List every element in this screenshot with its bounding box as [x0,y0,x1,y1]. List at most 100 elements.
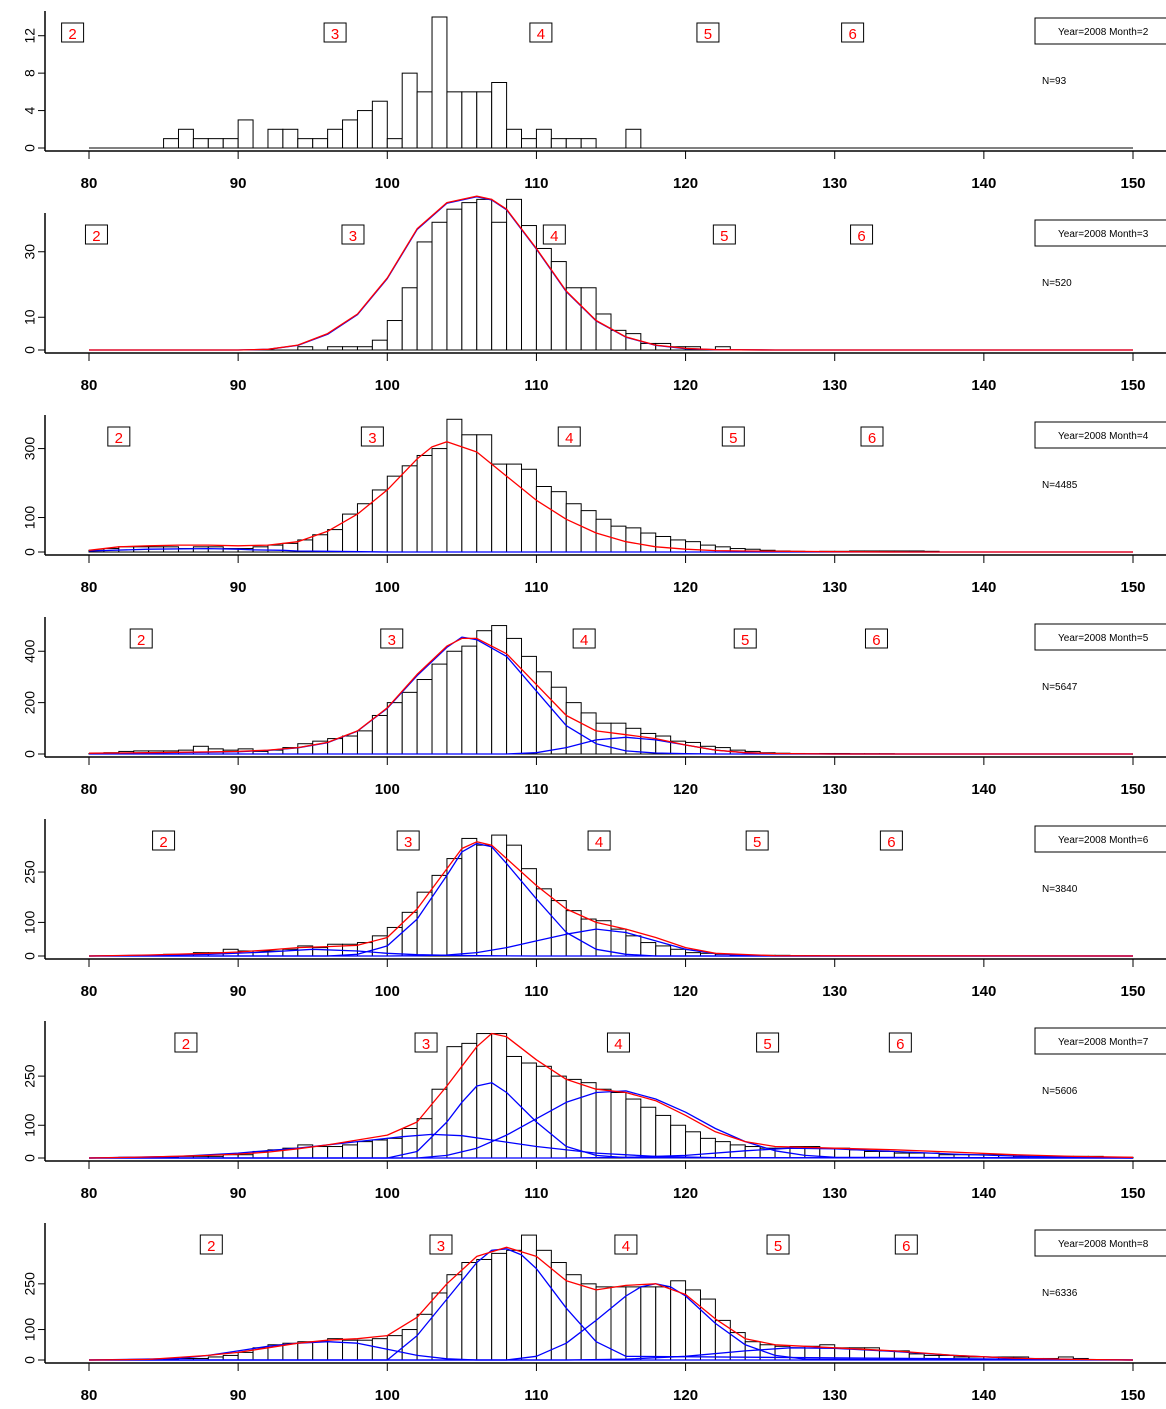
histogram-bar [461,434,478,553]
histogram-bar [565,287,582,351]
histogram-bar [580,712,597,755]
x-tick-label: 150 [1120,1387,1145,1404]
age-class-label: 6 [887,834,895,851]
histogram-bar [416,1313,433,1361]
x-tick-label: 110 [524,983,548,1000]
histogram-bar [342,513,358,553]
histogram-bar [312,138,329,149]
y-tick-label: 400 [22,639,38,663]
histogram-bar [476,91,493,149]
histogram-bar [670,1124,687,1159]
x-tick-label: 120 [673,1185,698,1202]
x-tick-label: 130 [822,781,847,798]
x-tick-label: 130 [822,1387,847,1404]
age-class-label: 2 [182,1036,190,1053]
histogram-bar [297,346,314,351]
histogram-bar [521,225,537,351]
histogram-bar [431,874,448,957]
age-class-label: 3 [404,834,412,851]
histogram-bar [431,448,448,553]
histogram-bar [327,346,344,351]
x-tick-label: 100 [375,1387,400,1404]
age-class-box [587,830,611,851]
x-tick-label: 120 [673,175,698,192]
histogram-bar [565,503,582,553]
age-class-box [341,224,365,245]
x-tick-label: 90 [230,781,247,798]
age-class-box [864,628,888,649]
age-class-label: 5 [774,1238,782,1255]
age-class-box [323,22,347,43]
histogram-bar [327,1146,344,1159]
age-class-label: 5 [720,228,728,245]
histogram-bar [565,138,582,149]
age-class-label: 3 [388,632,396,649]
histogram-bar [535,671,552,755]
total-fit-curve [88,1032,1134,1159]
histogram-bar [356,730,373,755]
histogram-bar [640,942,657,957]
histogram-bar [506,844,523,957]
histogram-bar [342,1144,358,1159]
histogram-bar [386,1335,403,1361]
histogram-bar [640,1286,657,1361]
histogram-bar [431,663,448,755]
sample-size-label: N=93 [1042,76,1067,87]
histogram-bar [625,128,642,149]
histogram-bar [625,727,642,755]
histogram-bar [491,221,508,351]
age-class-box [360,426,384,447]
sample-size-label: N=5606 [1042,1086,1078,1097]
age-class-label: 6 [902,1238,910,1255]
histogram-bar [356,503,373,553]
age-class-label: 6 [848,26,856,43]
x-tick-label: 120 [673,579,698,596]
legend-box [1034,219,1166,247]
age-class-label: 5 [741,632,749,649]
histogram-bar [670,1280,687,1361]
age-class-label: 3 [368,430,376,447]
histogram-bar [356,346,373,351]
age-class-box [152,830,176,851]
age-class-label: 5 [704,26,712,43]
histogram-bar [371,714,388,755]
x-tick-label: 110 [524,1387,548,1404]
age-class-box [879,830,903,851]
histogram-bar [699,1137,716,1159]
histogram-bar [327,128,344,149]
x-tick-label: 110 [524,579,548,596]
x-tick-label: 80 [81,983,98,1000]
histogram-bar [580,138,597,149]
sample-size-label: N=3840 [1042,884,1078,895]
y-tick-label: 250 [22,1064,38,1088]
histogram-bar [521,1062,537,1159]
x-tick-label: 110 [524,175,548,192]
histogram-bar [476,198,493,351]
histogram-bar [521,468,537,553]
histogram-bar [356,1141,373,1159]
histogram-bar [640,532,657,553]
age-class-box [841,22,865,43]
histogram-bar [446,1274,463,1361]
histogram-bar [595,1286,612,1361]
histogram-bar [491,1252,508,1361]
legend-text: Year=2008 Month=3 [1058,229,1149,240]
component-fit-curve [88,948,1133,957]
legend-text: Year=2008 Month=2 [1058,27,1149,38]
x-tick-label: 140 [971,983,996,1000]
panel-6: 0 100 250 80 90 100 110 120 130 140 150 2 3 4 5 6 Year=2… [22,1021,1166,1202]
y-tick-label: 4 [22,106,38,114]
age-class-box [745,830,769,851]
histogram-bar [371,339,388,351]
histogram-bar [461,202,478,351]
histogram-bar [431,221,448,351]
histogram-bar [625,1286,642,1361]
histogram-bar [550,261,567,351]
histogram-bar [297,1341,314,1361]
age-class-label: 5 [729,430,737,447]
histogram-bar [550,1262,567,1361]
age-class-box [199,1234,223,1255]
y-tick-label: 0 [22,346,38,354]
x-tick-label: 140 [971,377,996,394]
legend-box [1034,825,1166,853]
